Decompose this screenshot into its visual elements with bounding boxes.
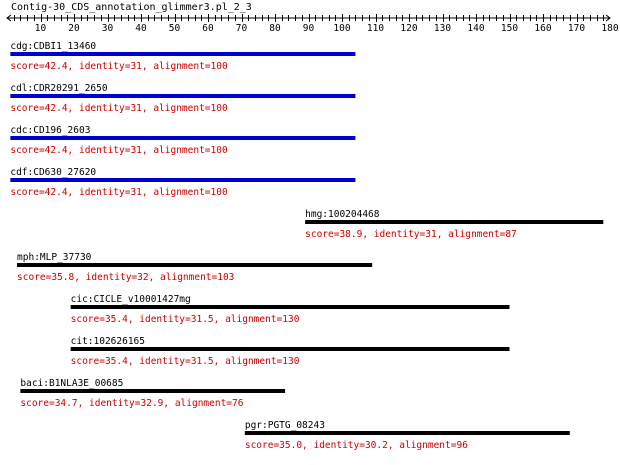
hit-label[interactable]: hmg:100204468 <box>305 209 380 220</box>
hit-row[interactable]: hmg:100204468 score=38.9, identity=31, al… <box>305 209 604 240</box>
hit-score-label: score=35.8, identity=32, alignment=103 <box>17 272 234 283</box>
hit-score-label: score=38.9, identity=31, alignment=87 <box>305 229 517 240</box>
hit-bar[interactable] <box>305 220 604 224</box>
axis-tick-label: 120 <box>400 23 417 34</box>
hit-label[interactable]: cdg:CDBI1_13460 <box>10 41 96 52</box>
axis-tick-label: 20 <box>68 23 80 34</box>
hit-list: cdg:CDBI1_13460 score=42.4, identity=31, … <box>10 41 604 451</box>
hit-row[interactable]: cdc:CD196_2603 score=42.4, identity=31, a… <box>10 125 356 156</box>
axis-tick-label: 50 <box>169 23 181 34</box>
axis-tick-label: 10 <box>35 23 47 34</box>
hit-bar[interactable] <box>244 431 570 435</box>
hit-label[interactable]: cdc:CD196_2603 <box>10 125 90 136</box>
hit-row[interactable]: cdf:CD630_27620 score=42.4, identity=31, … <box>10 167 356 198</box>
hit-bar[interactable] <box>70 305 510 309</box>
axis-tick-label: 170 <box>568 23 585 34</box>
hit-row[interactable]: mph:MLP_37730 score=35.8, identity=32, al… <box>17 252 373 283</box>
hit-label[interactable]: mph:MLP_37730 <box>17 252 92 263</box>
axis-tick-label: 30 <box>102 23 114 34</box>
axis-tick-label: 40 <box>135 23 147 34</box>
axis-tick-label: 60 <box>202 23 214 34</box>
hit-score-label: score=42.4, identity=31, alignment=100 <box>10 103 228 114</box>
position-axis: 10 20 30 40 50 60 70 80 90 100 110 120 130 140 150 160 1… <box>6 14 619 34</box>
axis-tick-label: 100 <box>333 23 350 34</box>
hit-label[interactable]: cdf:CD630_27620 <box>10 167 96 178</box>
axis-tick-label: 140 <box>467 23 484 34</box>
axis-arrow-right <box>605 14 611 22</box>
hit-label[interactable]: pgr:PGTG_08243 <box>245 420 325 431</box>
axis-tick-label: 160 <box>534 23 551 34</box>
hit-score-label: score=35.0, identity=30.2, alignment=96 <box>245 440 468 451</box>
hit-label[interactable]: cit:102626165 <box>71 336 145 347</box>
hit-label[interactable]: cdl:CDR20291_2650 <box>10 83 108 94</box>
axis-arrow-left <box>6 14 12 22</box>
hit-score-label: score=35.4, identity=31.5, alignment=130 <box>71 356 300 367</box>
hit-label[interactable]: baci:B1NLA3E_00685 <box>20 378 123 389</box>
axis-tick-label: 80 <box>269 23 281 34</box>
hit-score-label: score=34.7, identity=32.9, alignment=76 <box>20 398 243 409</box>
hit-bar[interactable] <box>70 347 510 351</box>
hit-bar[interactable] <box>10 94 356 98</box>
axis-tick-label: 70 <box>236 23 248 34</box>
axis-tick-label: 150 <box>501 23 518 34</box>
hit-row[interactable]: cic:CICLE_v10001427mg score=35.4, identit… <box>70 294 510 325</box>
hit-score-label: score=42.4, identity=31, alignment=100 <box>10 145 228 156</box>
hit-bar[interactable] <box>17 263 373 267</box>
axis-tick-label: 130 <box>434 23 451 34</box>
axis-tick-label: 180 <box>601 23 618 34</box>
hit-row[interactable]: baci:B1NLA3E_00685 score=34.7, identity=3… <box>20 378 286 409</box>
hit-score-label: score=42.4, identity=31, alignment=100 <box>10 61 228 72</box>
hit-bar[interactable] <box>20 389 286 393</box>
hit-score-label: score=35.4, identity=31.5, alignment=130 <box>71 314 300 325</box>
axis-tick-label: 110 <box>367 23 384 34</box>
hit-bar[interactable] <box>10 52 356 56</box>
hit-row[interactable]: cdg:CDBI1_13460 score=42.4, identity=31, … <box>10 41 356 72</box>
hit-row[interactable]: cdl:CDR20291_2650 score=42.4, identity=31… <box>10 83 356 114</box>
hit-row[interactable]: cit:102626165 score=35.4, identity=31.5, … <box>70 336 510 367</box>
hit-score-label: score=42.4, identity=31, alignment=100 <box>10 187 228 198</box>
axis-tick-label: 90 <box>303 23 315 34</box>
hit-bar[interactable] <box>10 136 356 140</box>
hit-label[interactable]: cic:CICLE_v10001427mg <box>71 294 191 305</box>
hit-row[interactable]: pgr:PGTG_08243 score=35.0, identity=30.2,… <box>244 420 570 451</box>
hit-bar[interactable] <box>10 178 356 182</box>
contig-title: Contig-30_CDS_annotation_glimmer3.pl_2_3 <box>11 2 252 13</box>
